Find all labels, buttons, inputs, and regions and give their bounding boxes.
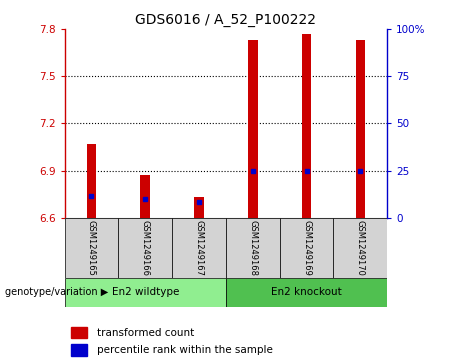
Text: GSM1249168: GSM1249168	[248, 220, 257, 276]
Text: GSM1249165: GSM1249165	[87, 220, 96, 276]
Text: GSM1249166: GSM1249166	[141, 220, 150, 276]
Bar	[71, 344, 87, 356]
Bar	[87, 144, 96, 218]
Bar	[280, 218, 333, 278]
Bar	[333, 218, 387, 278]
Text: transformed count: transformed count	[97, 327, 194, 338]
Text: percentile rank within the sample: percentile rank within the sample	[97, 345, 273, 355]
Bar	[65, 218, 118, 278]
Text: GSM1249167: GSM1249167	[195, 220, 203, 276]
Text: GSM1249169: GSM1249169	[302, 220, 311, 276]
Text: genotype/variation ▶: genotype/variation ▶	[5, 287, 108, 297]
Bar	[301, 34, 311, 218]
Bar	[140, 175, 150, 218]
Bar	[118, 218, 172, 278]
Bar	[248, 40, 258, 218]
Text: En2 wildtype: En2 wildtype	[112, 287, 179, 297]
Title: GDS6016 / A_52_P100222: GDS6016 / A_52_P100222	[136, 13, 316, 26]
Bar	[355, 40, 365, 218]
Bar	[65, 278, 226, 307]
Bar	[172, 218, 226, 278]
Text: En2 knockout: En2 knockout	[271, 287, 342, 297]
Bar	[226, 278, 387, 307]
Text: GSM1249170: GSM1249170	[356, 220, 365, 276]
Bar	[71, 327, 87, 338]
Bar	[194, 197, 204, 218]
Bar	[226, 218, 280, 278]
